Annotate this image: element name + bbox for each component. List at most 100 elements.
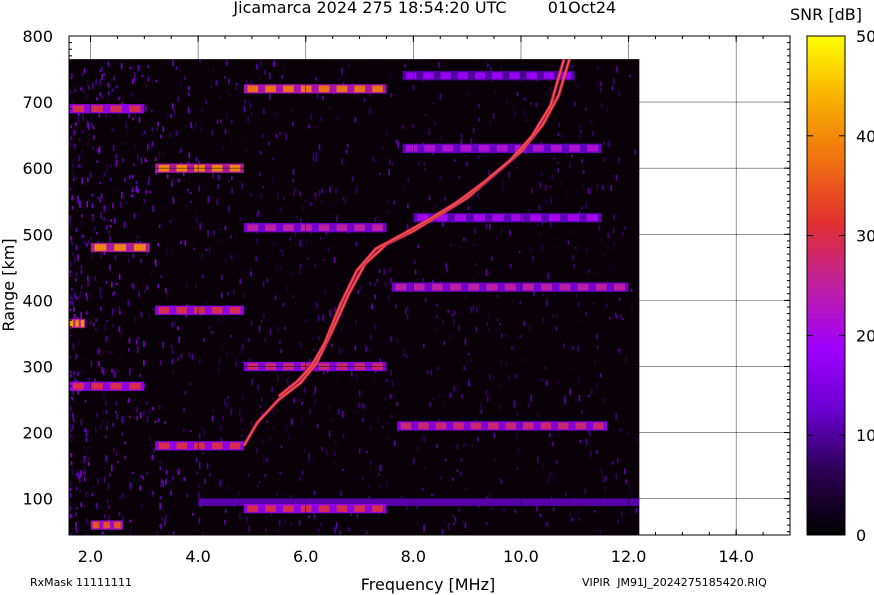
- echo-bright: [457, 72, 469, 79]
- noise-speck: [69, 411, 71, 417]
- noise-speck: [255, 63, 258, 70]
- noise-speck: [138, 116, 141, 123]
- noise-speck: [69, 139, 71, 147]
- noise-speck: [555, 326, 558, 331]
- noise-speck: [292, 168, 295, 175]
- noise-speck: [160, 484, 162, 487]
- noise-speck: [154, 420, 157, 424]
- echo-bright: [318, 224, 330, 231]
- noise-speck: [208, 246, 211, 254]
- noise-speck: [414, 269, 417, 275]
- noise-speck: [289, 237, 292, 241]
- noise-speck: [103, 476, 106, 483]
- noise-speck: [396, 141, 399, 145]
- noise-speck: [460, 134, 462, 140]
- noise-speck: [151, 491, 154, 495]
- noise-speck: [547, 477, 550, 484]
- noise-speck: [313, 459, 316, 463]
- noise-speck: [607, 142, 610, 148]
- noise-speck: [622, 317, 624, 321]
- noise-speck: [475, 326, 478, 333]
- noise-speck: [70, 452, 73, 458]
- noise-speck: [152, 406, 154, 411]
- noise-speck: [69, 215, 71, 222]
- noise-speck: [489, 66, 492, 73]
- noise-speck: [415, 506, 418, 509]
- noise-speck: [137, 64, 140, 72]
- echo-bright: [354, 85, 366, 93]
- noise-speck: [529, 247, 532, 254]
- noise-speck: [416, 446, 419, 451]
- noise-speck: [412, 124, 414, 128]
- noise-speck: [242, 428, 245, 432]
- noise-speck: [231, 256, 233, 261]
- echo-bright: [435, 214, 448, 222]
- noise-speck: [127, 258, 130, 263]
- noise-speck: [78, 155, 81, 162]
- noise-speck: [86, 311, 88, 315]
- echo-bright: [474, 72, 486, 79]
- noise-speck: [638, 89, 640, 92]
- noise-speck: [561, 135, 564, 138]
- noise-speck: [607, 424, 609, 430]
- noise-speck: [166, 292, 168, 300]
- echo-bright: [468, 283, 480, 291]
- noise-speck: [523, 321, 525, 327]
- noise-speck: [267, 318, 270, 322]
- noise-speck: [250, 272, 252, 277]
- noise-speck: [82, 235, 85, 238]
- noise-speck: [412, 458, 415, 465]
- noise-speck: [553, 157, 555, 160]
- echo-bright: [548, 214, 561, 222]
- noise-speck: [96, 231, 98, 235]
- noise-speck: [146, 285, 149, 291]
- noise-speck: [490, 256, 493, 261]
- noise-speck: [385, 131, 388, 137]
- noise-speck: [239, 350, 241, 355]
- echo-band: [243, 503, 387, 514]
- noise-speck: [473, 243, 475, 247]
- noise-speck: [453, 522, 455, 526]
- noise-speck: [143, 340, 145, 348]
- noise-speck: [172, 59, 175, 67]
- noise-speck: [183, 477, 186, 482]
- noise-speck: [513, 161, 515, 164]
- noise-speck: [390, 277, 392, 283]
- noise-speck: [153, 425, 155, 429]
- noise-speck: [530, 394, 533, 402]
- noise-speck: [546, 299, 548, 306]
- noise-speck: [542, 317, 545, 323]
- noise-speck: [322, 258, 325, 262]
- noise-speck: [124, 441, 126, 445]
- noise-speck: [171, 103, 174, 110]
- noise-speck: [417, 160, 420, 167]
- noise-speck: [406, 223, 409, 231]
- noise-speck: [519, 141, 522, 146]
- noise-speck: [172, 197, 175, 204]
- noise-speck: [416, 522, 419, 525]
- noise-speck: [132, 78, 134, 85]
- noise-speck: [519, 300, 522, 304]
- noise-speck: [160, 359, 162, 366]
- noise-speck: [508, 374, 510, 381]
- noise-speck: [165, 248, 168, 255]
- echo-bright: [413, 283, 425, 291]
- noise-speck: [137, 154, 139, 161]
- noise-speck: [166, 174, 169, 179]
- noise-speck: [147, 180, 150, 186]
- noise-speck: [71, 287, 73, 292]
- noise-speck: [341, 411, 344, 418]
- noise-speck: [190, 191, 192, 195]
- noise-speck: [250, 320, 253, 326]
- noise-speck: [552, 315, 555, 318]
- noise-speck: [424, 298, 427, 302]
- noise-speck: [213, 231, 215, 236]
- noise-speck: [463, 237, 465, 241]
- echo-bright: [586, 214, 598, 222]
- noise-speck: [397, 141, 400, 149]
- noise-speck: [587, 187, 590, 195]
- noise-speck: [248, 525, 251, 533]
- noise-speck: [188, 86, 190, 91]
- noise-speck: [149, 190, 151, 194]
- echo-bright: [92, 521, 100, 529]
